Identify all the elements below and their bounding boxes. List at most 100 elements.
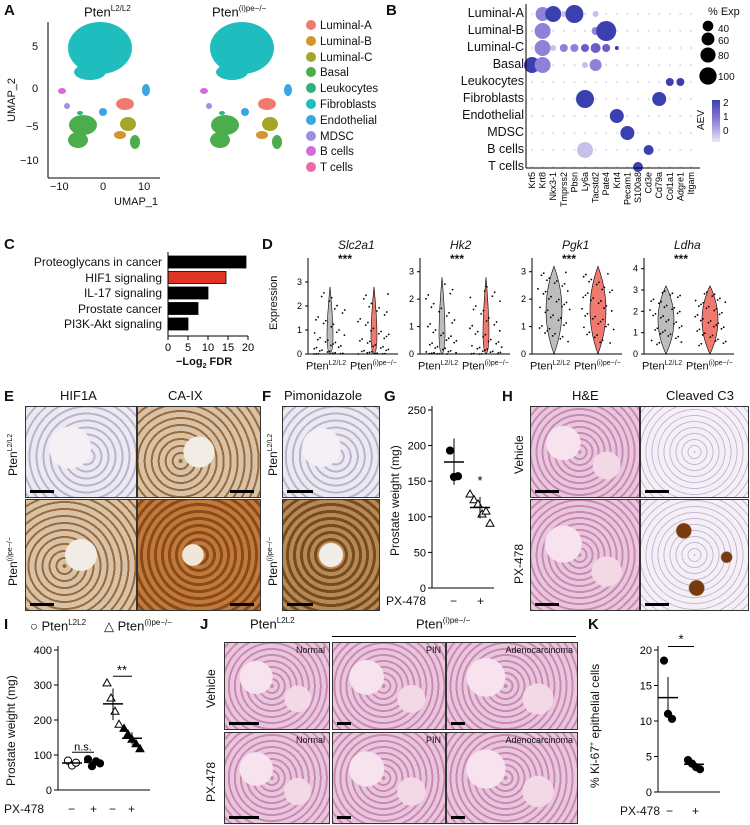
cell-dot <box>493 323 496 326</box>
cell-dot <box>469 296 472 299</box>
cell-dot <box>609 342 612 344</box>
cell-dot <box>537 287 539 290</box>
cell-dot <box>453 341 456 344</box>
cell-dot <box>497 352 500 354</box>
dot <box>573 80 576 84</box>
dot <box>552 97 555 101</box>
dot <box>541 80 544 84</box>
cell-dot <box>382 345 384 348</box>
cell-dot <box>720 311 723 314</box>
tick-label: 0 <box>165 342 171 354</box>
cell-dot <box>474 333 477 335</box>
cell-dot <box>315 318 317 321</box>
col-title-hif1a: HIF1A <box>60 388 97 403</box>
dot <box>605 148 608 152</box>
panel-i: I ○ PtenL2L2 △ Pten(i)pe−/− 0 100 200 300 40… <box>0 612 196 825</box>
dot <box>647 46 650 50</box>
dot <box>679 148 682 152</box>
cell-dot <box>601 318 604 321</box>
legend-label: T cells <box>320 162 354 175</box>
dot <box>658 131 661 135</box>
data-point <box>110 706 120 715</box>
cell-dot <box>555 280 558 282</box>
he-adeno-px478: Adenocarcinoma <box>446 732 578 824</box>
cell-dot <box>425 297 427 300</box>
cell-dot <box>567 340 569 343</box>
umap-xtick: 10 <box>138 181 151 193</box>
cell-dot <box>599 300 602 302</box>
legend-swatch <box>306 130 316 141</box>
cell-dot <box>335 331 338 334</box>
i-treat-minus: − <box>109 802 117 816</box>
cell-dot <box>700 342 703 345</box>
tick-label: 100 <box>408 512 426 524</box>
cell-dot <box>659 332 662 335</box>
cell-dot <box>471 324 474 327</box>
dot <box>562 80 565 84</box>
cell-dot <box>486 348 489 351</box>
violin-group-label: Pten(i)pe−/− <box>686 360 733 373</box>
violin-group-label: Pten(i)pe−/− <box>574 360 621 373</box>
violin-shape <box>482 277 490 355</box>
cell-dot <box>370 350 373 353</box>
dot <box>573 114 576 118</box>
cell-dot <box>607 323 610 326</box>
cell-dot <box>491 295 494 298</box>
cell-dot <box>334 351 337 354</box>
cell-dot <box>712 325 715 328</box>
cell-dot <box>380 330 382 333</box>
cell-dot <box>711 295 714 298</box>
data-point <box>119 723 129 732</box>
gene-label: Tacstd2 <box>591 172 601 203</box>
cell-dot <box>328 300 331 303</box>
cell-dot <box>705 291 708 294</box>
cell-dot <box>482 335 485 338</box>
violin-plot: 0 1 2 3 <box>409 258 510 359</box>
panel-label: G <box>384 388 396 405</box>
cell-dot <box>546 309 549 312</box>
data-point <box>659 656 669 665</box>
ihc-hif1a-control <box>25 406 137 498</box>
legend-item: Basal <box>306 67 349 79</box>
cell-dot <box>445 339 448 342</box>
dot <box>530 29 534 33</box>
g-treat-plus: + <box>477 594 485 608</box>
cell-dot <box>484 333 487 336</box>
dotplot-row-label: MDSC <box>487 125 524 139</box>
panel-j: J PtenL2L2 Pten(i)pe−/− Normal PIN Adeno… <box>196 612 580 825</box>
cell-dot <box>476 330 479 333</box>
cell-dot <box>357 353 360 355</box>
cell-dot <box>715 324 717 326</box>
cell-dot <box>385 349 388 352</box>
cell-dot <box>481 350 484 353</box>
cell-dot <box>694 315 697 318</box>
cell-dot <box>313 353 315 355</box>
cell-dot <box>590 278 593 281</box>
cell-dot <box>368 340 371 343</box>
cell-dot <box>364 324 367 327</box>
gene-label: Col1a1 <box>665 172 675 201</box>
cell-dot <box>432 302 435 305</box>
cell-dot <box>377 332 380 335</box>
cell-dot <box>483 290 486 292</box>
dot <box>605 63 608 67</box>
cell-dot <box>374 352 376 355</box>
dot <box>647 12 650 16</box>
dot <box>636 131 640 135</box>
cell-dot <box>661 331 664 334</box>
g-treat-minus: − <box>450 594 458 608</box>
cell-dot <box>482 309 485 312</box>
panel-e: E HIF1A CA-IX PtenL2/L2 Pten(i)pe−/− <box>0 388 262 612</box>
dot <box>647 29 650 33</box>
data-point <box>445 446 455 455</box>
dot <box>596 21 617 41</box>
dot <box>647 80 650 84</box>
dot <box>605 80 608 84</box>
cell-dot <box>357 320 359 323</box>
dot <box>583 114 587 118</box>
dot <box>668 148 671 152</box>
cell-dot <box>497 341 500 343</box>
k-treat-minus: − <box>666 804 674 818</box>
dot <box>636 148 640 152</box>
cell-dot <box>610 310 613 312</box>
